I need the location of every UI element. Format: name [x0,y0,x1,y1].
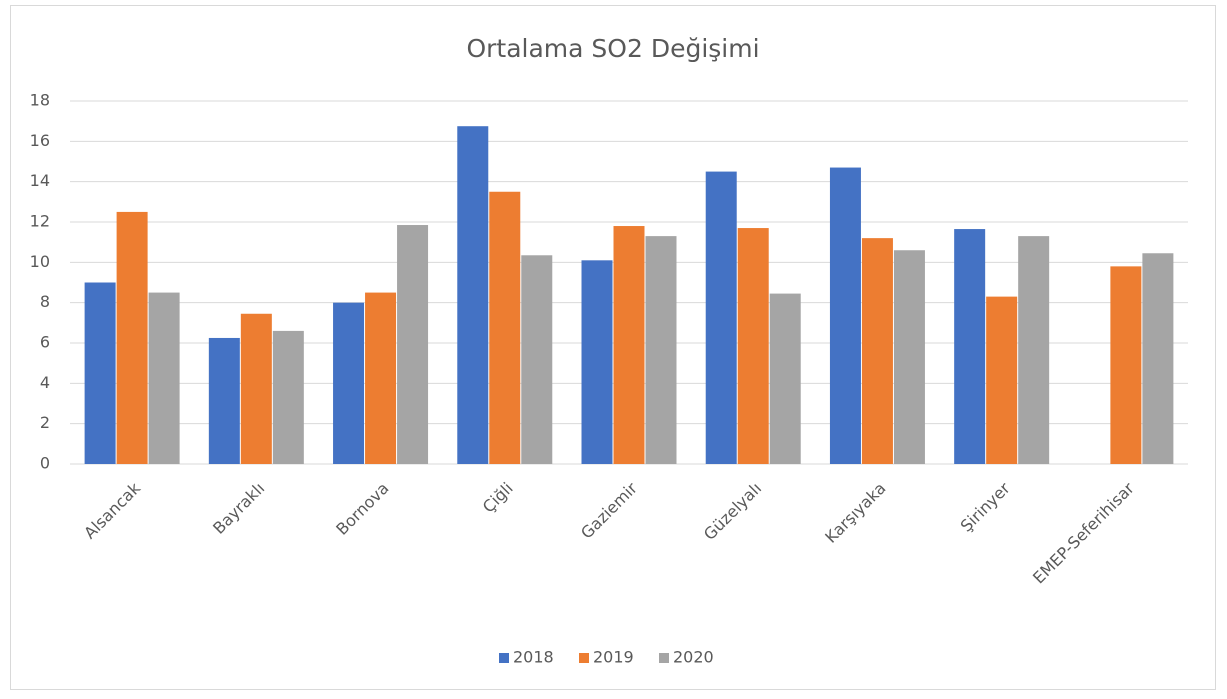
bar [208,337,240,464]
legend-label: 2018 [513,648,554,667]
bar [116,211,148,464]
y-tick-label: 8 [40,292,50,311]
bar [1018,236,1050,464]
bar [397,225,429,464]
y-tick-label: 4 [40,373,50,392]
bar [240,313,272,464]
bar [521,255,553,464]
bar [829,167,861,465]
bar [613,226,645,464]
chart-title: Ortalama SO2 Değişimi [466,34,759,63]
bar [954,229,986,464]
y-tick-label: 6 [40,333,50,352]
bar [457,126,489,464]
y-tick-label: 2 [40,413,50,432]
legend-swatch [499,653,509,663]
bar [893,250,925,464]
bar [148,292,180,464]
bar [84,282,116,464]
y-tick-label: 0 [40,454,50,473]
bar [986,296,1018,464]
bar [365,292,397,464]
bar [272,330,304,464]
legend-label: 2020 [673,648,714,667]
bar [1142,253,1174,464]
legend-swatch [579,653,589,663]
legend-swatch [659,653,669,663]
bar [645,236,677,464]
bar [1110,266,1142,464]
bar [489,191,521,464]
bar [737,228,769,464]
y-tick-label: 18 [30,91,50,110]
legend-label: 2019 [593,648,634,667]
bar [705,171,737,465]
y-tick-label: 16 [30,131,50,150]
bar [769,293,801,464]
y-tick-label: 10 [30,252,50,271]
bar [581,260,613,464]
bar [861,238,893,464]
y-tick-label: 14 [30,171,50,190]
y-tick-label: 12 [30,212,50,231]
bar [333,302,365,464]
